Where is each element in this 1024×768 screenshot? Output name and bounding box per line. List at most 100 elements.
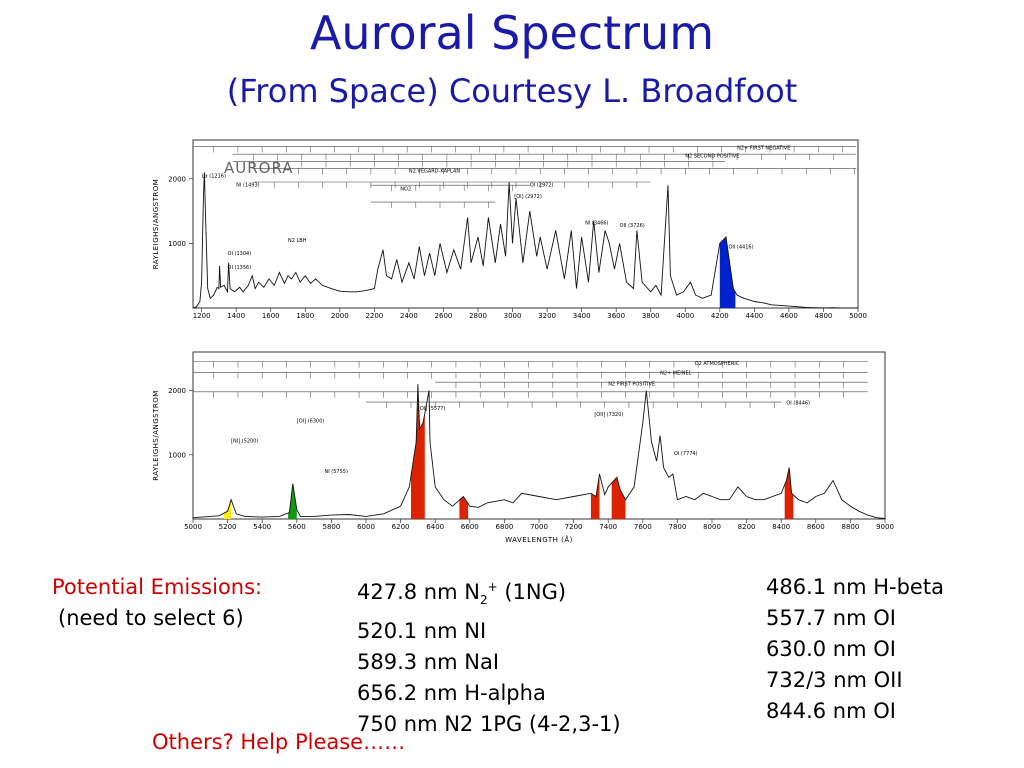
line-annotation: OI (1356) <box>228 265 252 271</box>
line-annotation: N2 SECOND POSITIVE <box>685 153 739 159</box>
x-tick-label: 2200 <box>365 312 383 320</box>
x-tick-label: 4800 <box>815 312 833 320</box>
x-tick-label: 7200 <box>565 523 583 531</box>
x-tick-label: 2000 <box>331 312 349 320</box>
emission-band <box>611 477 626 519</box>
x-tick-label: 2600 <box>435 312 453 320</box>
slide-title: Auroral Spectrum <box>309 6 715 60</box>
emission-item: 520.1 nm NI <box>357 619 487 644</box>
x-tick-label: 5800 <box>322 523 340 531</box>
emission-band <box>590 474 600 519</box>
x-tick-label: 8400 <box>772 523 790 531</box>
slide-subtitle: (From Space) Courtesy L. Broadfoot <box>226 72 798 110</box>
x-tick-label: 5400 <box>253 523 271 531</box>
line-annotation: [OI] (5577) <box>418 406 446 412</box>
line-annotation: [OI] (2972) <box>514 194 542 200</box>
line-annotation: [OI] (6300) <box>297 419 325 425</box>
emission-item: 630.0 nm OI <box>766 637 896 661</box>
emissions-col2: 486.1 nm H-beta 557.7 nm OI 630.0 nm OI … <box>766 572 944 727</box>
y-axis-label: RAYLEIGHS/ANGSTROM <box>152 390 160 481</box>
line-annotation: NI (3466) <box>585 221 608 227</box>
x-tick-label: 8200 <box>738 523 756 531</box>
spectrum-line <box>192 172 858 309</box>
y-tick-label: 2000 <box>168 387 186 395</box>
line-annotation: O2 ATMOSPHERIC <box>695 361 740 367</box>
x-tick-label: 3600 <box>607 312 625 320</box>
x-tick-label: 5600 <box>288 523 306 531</box>
emission-item: 427.8 nm N2+ (1NG) <box>357 580 567 608</box>
emission-item: 732/3 nm OII <box>766 668 903 692</box>
emission-item: 844.6 nm OI <box>766 699 896 723</box>
x-tick-label: 6800 <box>495 523 513 531</box>
line-annotation: OI (2972) <box>530 183 554 189</box>
y-tick-label: 1000 <box>168 451 186 459</box>
x-tick-label: 6600 <box>461 523 479 531</box>
x-tick-label: 1600 <box>262 312 280 320</box>
x-tick-label: 5200 <box>219 523 237 531</box>
x-axis-label: WAVELENGTH (Å) <box>505 535 573 544</box>
x-tick-label: 7000 <box>530 523 548 531</box>
line-annotation: OII (4416) <box>728 245 753 251</box>
x-tick-label: 8000 <box>703 523 721 531</box>
spectrum-line <box>192 384 886 519</box>
x-tick-label: 1800 <box>296 312 314 320</box>
emission-band <box>719 238 736 308</box>
x-tick-label: 5000 <box>849 312 867 320</box>
line-annotation: N2 LBH <box>288 238 307 244</box>
line-annotation: [NI] (5200) <box>231 439 258 445</box>
emission-band <box>224 499 232 519</box>
emission-item: 750 nm N2 1PG (4-2,3-1) <box>357 712 621 737</box>
x-tick-label: 2400 <box>400 312 418 320</box>
chart-panel-2: 5000 5200 5400 5600 5800 6000 6200 6400 6600 6800… <box>152 351 894 544</box>
emissions-col1: 427.8 nm N2+ (1NG) 520.1 nm NI 589.3 nm … <box>357 572 621 740</box>
line-annotation: OII (3726) <box>620 223 645 229</box>
x-tick-label: 4400 <box>745 312 763 320</box>
line-annotation: N2 VEGARD-KAPLAN <box>409 168 460 174</box>
emission-item: 589.3 nm NaI <box>357 650 500 675</box>
x-tick-label: 4000 <box>676 312 694 320</box>
x-tick-label: 1200 <box>193 312 211 320</box>
plot-frame <box>192 351 886 520</box>
line-annotation: N2 FIRST POSITIVE <box>608 381 655 387</box>
line-annotation: [OII] (7320) <box>594 412 623 418</box>
emissions-note: (need to select 6) <box>58 606 244 630</box>
emission-item: 557.7 nm OI <box>766 606 896 630</box>
x-tick-label: 9000 <box>876 523 894 531</box>
line-annotation: N2+ FIRST NEGATIVE <box>737 146 790 152</box>
x-tick-label: 3000 <box>504 312 522 320</box>
y-tick-label: 2000 <box>168 175 186 183</box>
x-tick-label: 7800 <box>668 523 686 531</box>
emission-band <box>459 496 469 519</box>
line-annotation: OI (8446) <box>786 401 810 407</box>
emission-item: 656.2 nm H-alpha <box>357 681 546 706</box>
emission-band <box>784 468 794 519</box>
x-tick-label: 7400 <box>599 523 617 531</box>
x-tick-label: 2800 <box>469 312 487 320</box>
x-tick-label: 6200 <box>392 523 410 531</box>
emissions-footer: Others? Help Please…… <box>152 730 406 754</box>
x-tick-label: 3400 <box>573 312 591 320</box>
x-tick-label: 8800 <box>841 523 859 531</box>
plot-frame <box>192 139 859 309</box>
emission-band <box>411 384 425 519</box>
emission-item: 486.1 nm H-beta <box>766 575 944 599</box>
x-tick-label: 4200 <box>711 312 729 320</box>
x-tick-label: 6000 <box>357 523 375 531</box>
line-annotation: OI (1304) <box>228 251 252 257</box>
y-tick-label: 1000 <box>168 240 186 248</box>
line-annotation: OI (7774) <box>674 451 698 457</box>
emissions-heading: Potential Emissions: <box>52 575 263 599</box>
x-tick-label: 6400 <box>426 523 444 531</box>
x-tick-label: 3200 <box>538 312 556 320</box>
line-annotation: NO2 <box>400 186 411 192</box>
x-tick-label: 7600 <box>634 523 652 531</box>
y-axis-label: RAYLEIGHS/ANGSTROM <box>152 179 160 270</box>
line-annotation: Lα (1216) <box>202 173 226 179</box>
emission-band <box>288 486 297 519</box>
line-annotation: NI (1493) <box>236 183 259 189</box>
line-annotation: NI (5755) <box>324 469 347 475</box>
x-tick-label: 3800 <box>642 312 660 320</box>
x-tick-label: 8600 <box>807 523 825 531</box>
panel-label: AURORA <box>224 159 294 177</box>
